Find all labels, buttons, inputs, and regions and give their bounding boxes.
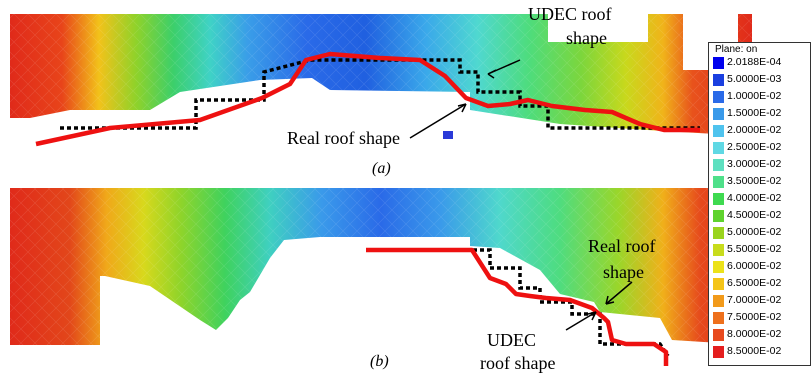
legend-label: 5.5000E-02 — [727, 243, 782, 255]
legend-label: 6.5000E-02 — [727, 277, 782, 289]
legend-item: 2.0000E-02 — [711, 124, 809, 137]
legend-swatch — [713, 244, 724, 256]
legend-item: 1.0000E-02 — [711, 90, 809, 103]
panel-b-real-label-line1: Real roof — [588, 236, 656, 256]
legend-label: 8.0000E-02 — [727, 328, 782, 340]
legend-swatch — [713, 74, 724, 86]
legend-item: 5.5000E-02 — [711, 243, 809, 256]
panel-a-real-roof-line — [35, 51, 700, 147]
legend-swatch — [713, 312, 724, 324]
legend-label: 7.0000E-02 — [727, 294, 782, 306]
legend-swatch — [713, 227, 724, 239]
legend-swatch — [713, 159, 724, 171]
legend-label: 2.0000E-02 — [727, 124, 782, 136]
panel-a-contour — [10, 14, 752, 139]
legend-item: 2.5000E-02 — [711, 141, 809, 154]
legend-item: 4.0000E-02 — [711, 192, 809, 205]
legend-label: 3.5000E-02 — [727, 175, 782, 187]
legend-swatch — [713, 176, 724, 188]
legend-item: 2.0188E-04 — [711, 56, 809, 69]
legend-swatch — [713, 210, 724, 222]
legend-swatch — [713, 346, 724, 358]
legend-item: 7.0000E-02 — [711, 294, 809, 307]
legend-label: 4.0000E-02 — [727, 192, 782, 204]
legend-item: 6.5000E-02 — [711, 277, 809, 290]
legend-label: 1.5000E-02 — [727, 107, 782, 119]
legend-item: 3.5000E-02 — [711, 175, 809, 188]
legend-title: Plane: on — [715, 44, 758, 55]
panel-b-udec-label-line1: UDEC — [487, 330, 536, 350]
legend-label: 5.0000E-03 — [727, 73, 782, 85]
legend-item: 3.0000E-02 — [711, 158, 809, 171]
legend-label: 1.0000E-02 — [727, 90, 782, 102]
panel-b-real-label-line2: shape — [603, 262, 644, 282]
legend-item: 6.0000E-02 — [711, 260, 809, 273]
legend-swatch — [713, 278, 724, 290]
legend-label: 8.5000E-02 — [727, 345, 782, 357]
panel-b-udec-label-line2: roof shape — [480, 353, 556, 373]
legend-swatch — [713, 57, 724, 69]
legend-item: 5.0000E-03 — [711, 73, 809, 86]
panel-b-real-roof-line — [366, 247, 669, 366]
legend-item: 4.5000E-02 — [711, 209, 809, 222]
legend-swatch — [713, 108, 724, 120]
legend-item: 1.5000E-02 — [711, 107, 809, 120]
legend-swatch — [713, 125, 724, 137]
panel-a-caption: (a) — [372, 160, 391, 177]
legend-label: 3.0000E-02 — [727, 158, 782, 170]
panel-a-udec-roof-line — [60, 58, 700, 130]
legend-item: 7.5000E-02 — [711, 311, 809, 324]
annotation-arrows — [409, 59, 633, 331]
legend-swatch — [713, 91, 724, 103]
legend-label: 5.0000E-02 — [727, 226, 782, 238]
panel-b-contour — [10, 188, 752, 345]
legend-label: 4.5000E-02 — [727, 209, 782, 221]
panel-a-real-label: Real roof shape — [287, 128, 400, 148]
legend-label: 6.0000E-02 — [727, 260, 782, 272]
legend-label: 2.0188E-04 — [727, 56, 782, 68]
legend-item: 8.5000E-02 — [711, 345, 809, 358]
panel-b-udec-roof-line — [368, 248, 670, 357]
panel-b-caption: (b) — [370, 353, 389, 370]
legend-item: 8.0000E-02 — [711, 328, 809, 341]
legend-label: 7.5000E-02 — [727, 311, 782, 323]
legend-swatch — [713, 261, 724, 273]
legend-item: 5.0000E-02 — [711, 226, 809, 239]
legend-swatch — [713, 295, 724, 307]
legend-swatch — [713, 193, 724, 205]
panel-a-udec-label-line2: shape — [566, 28, 607, 48]
legend-label: 2.5000E-02 — [727, 141, 782, 153]
color-legend: Plane: on 2.0188E-04 5.0000E-03 1.0000E-02… — [708, 42, 811, 366]
legend-swatch — [713, 329, 724, 341]
legend-swatch — [713, 142, 724, 154]
panel-a-udec-label-line1: UDEC roof — [528, 4, 612, 24]
